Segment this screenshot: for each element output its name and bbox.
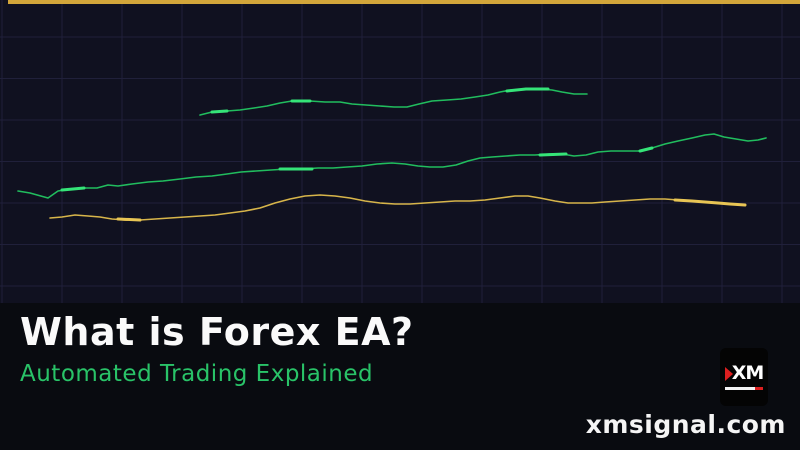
logo-underline-accent <box>755 387 763 390</box>
logo-underline <box>725 387 763 390</box>
logo-underline-bar <box>725 387 755 390</box>
footer-panel <box>0 303 800 450</box>
top-accent-bar <box>8 0 800 4</box>
website-url: xmsignal.com <box>585 410 786 439</box>
logo-text: XM <box>731 362 765 384</box>
page-subtitle: Automated Trading Explained <box>20 361 374 387</box>
chart-svg <box>0 0 800 303</box>
price-chart <box>0 0 800 303</box>
page-title: What is Forex EA? <box>20 310 414 354</box>
logo-play-icon <box>724 366 733 381</box>
logo-row: XM <box>724 362 765 384</box>
xm-logo: XM <box>720 348 768 406</box>
